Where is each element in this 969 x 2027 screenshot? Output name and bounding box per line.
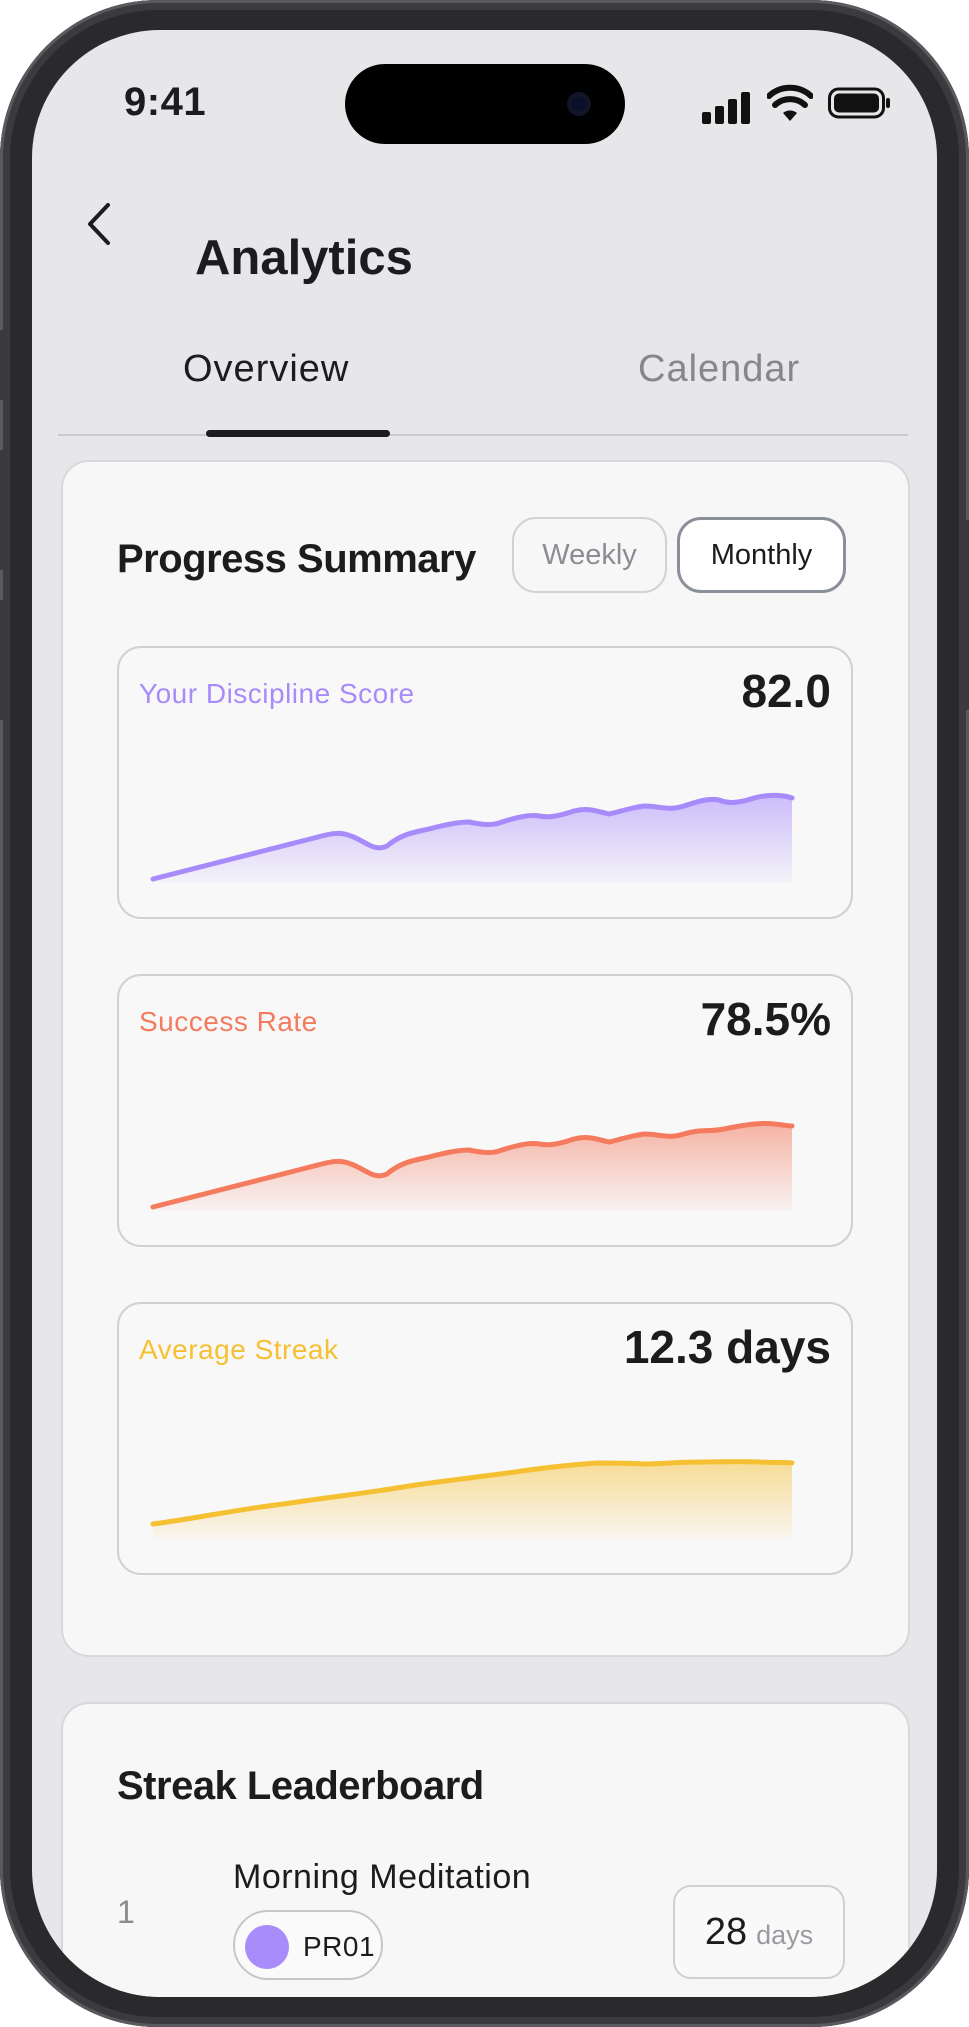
- power-button: [963, 520, 969, 710]
- streak-days-unit: days: [756, 1920, 814, 1950]
- leaderboard-rank: 1: [117, 1894, 135, 1930]
- success-rate-panel: Success Rate 78.5%: [117, 974, 853, 1247]
- discipline-score-panel: Your Discipline Score 82.0: [117, 646, 853, 919]
- active-tab-indicator: [206, 430, 390, 437]
- discipline-score-label: Your Discipline Score: [139, 678, 415, 709]
- volume-up-button: [0, 450, 6, 570]
- success-rate-sparkline: [150, 1121, 795, 1211]
- wifi-icon: [767, 84, 813, 121]
- camera-lens: [567, 92, 591, 116]
- progress-summary-card: Progress Summary Weekly Monthly Your Dis…: [61, 460, 910, 1657]
- streak-days-count: 28: [704, 1911, 748, 1953]
- monthly-toggle[interactable]: Monthly: [677, 517, 846, 593]
- average-streak-label: Average Streak: [139, 1334, 339, 1365]
- habit-color-dot: [245, 1925, 289, 1969]
- discipline-score-sparkline: [150, 792, 795, 883]
- progress-summary-title: Progress Summary: [117, 537, 476, 581]
- habit-code-badge: PR01: [233, 1910, 383, 1980]
- success-rate-label: Success Rate: [139, 1006, 318, 1037]
- average-streak-sparkline: [150, 1459, 795, 1539]
- volume-down-button: [0, 600, 6, 720]
- leaderboard-title: Streak Leaderboard: [117, 1764, 484, 1808]
- tab-bar: Overview Calendar: [58, 330, 908, 437]
- habit-name: Morning Meditation: [233, 1858, 532, 1896]
- average-streak-panel: Average Streak 12.3 days: [117, 1302, 853, 1575]
- tab-calendar[interactable]: Calendar: [638, 348, 801, 390]
- streak-days-box: 28 days: [673, 1885, 845, 1979]
- discipline-score-value: 82.0: [741, 665, 831, 717]
- status-time: 9:41: [124, 80, 207, 124]
- cellular-signal-icon: [702, 90, 752, 124]
- tab-overview[interactable]: Overview: [183, 348, 350, 390]
- success-rate-value: 78.5%: [700, 993, 831, 1045]
- battery-icon: [828, 87, 890, 119]
- streak-leaderboard-card: Streak Leaderboard 1 Morning Meditation …: [61, 1702, 910, 1997]
- weekly-toggle[interactable]: Weekly: [512, 517, 667, 593]
- action-button: [0, 330, 6, 400]
- average-streak-value: 12.3 days: [623, 1321, 831, 1373]
- dynamic-island: [345, 64, 625, 144]
- chevron-left-icon: [88, 203, 110, 245]
- page-title: Analytics: [195, 231, 413, 285]
- habit-code: PR01: [303, 1931, 376, 1962]
- back-button[interactable]: [74, 194, 124, 254]
- screen: 9:41 Analytics Overview Calendar: [32, 30, 937, 1997]
